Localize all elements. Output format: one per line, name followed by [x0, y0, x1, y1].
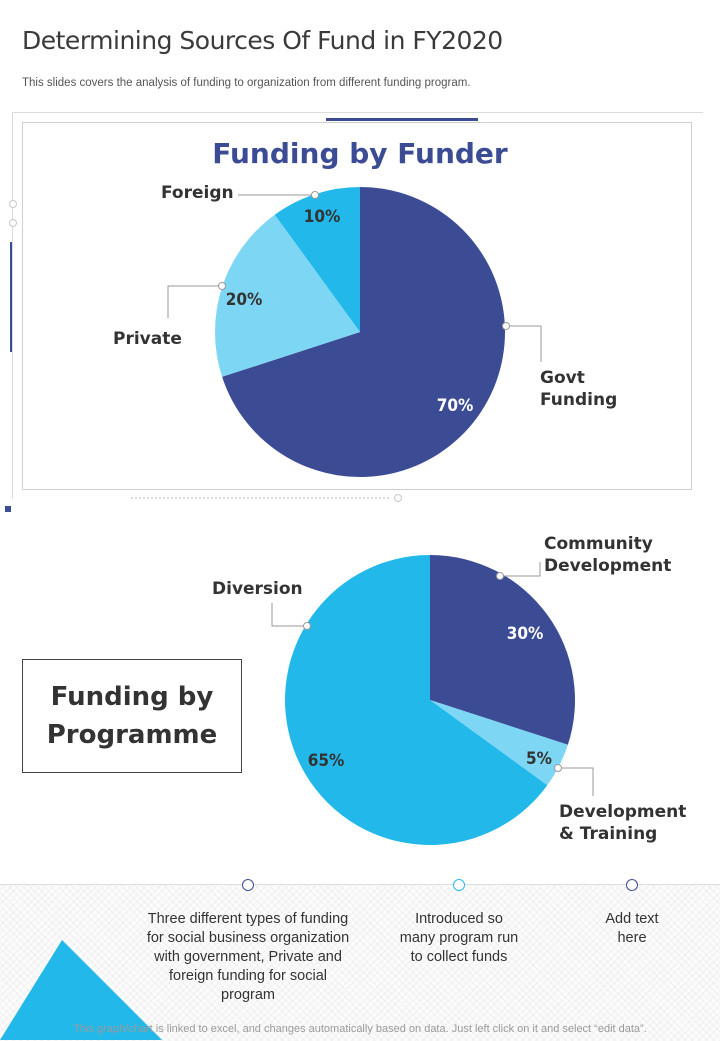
timeline-text: Three different types of funding for soc… [146, 911, 350, 1003]
accent-bar-left [10, 242, 12, 352]
programme-heading-box: Funding by Programme [22, 659, 242, 773]
decorative-dot [394, 494, 402, 502]
accent-square [5, 506, 11, 512]
programme-leader-dot [496, 572, 504, 580]
programme-slice-label: Community Development [544, 534, 671, 576]
decorative-frame-outer [12, 112, 703, 499]
funder-value-label: 70% [437, 396, 474, 416]
funder-slice [214, 214, 360, 377]
programme-leader-dot [554, 764, 562, 772]
funder-leader-line [506, 325, 542, 362]
funder-value-label: 10% [304, 207, 341, 227]
accent-bar-top [326, 118, 478, 121]
funder-leader-dot [311, 191, 319, 199]
programme-leader-line [558, 767, 594, 796]
programme-slice [430, 555, 575, 745]
timeline-text: Add text here [605, 911, 659, 946]
page-subtitle: This slides covers the analysis of fundi… [22, 77, 471, 89]
programme-leader-line [271, 603, 307, 627]
funder-slice-label: Private [113, 329, 182, 349]
programme-slice [284, 555, 548, 846]
dotted-divider [130, 496, 390, 499]
timeline-dot [626, 879, 638, 891]
timeline-dot [242, 879, 254, 891]
programme-heading-line2: Programme [46, 720, 218, 750]
programme-slice [430, 700, 568, 786]
programme-leader-line [500, 562, 541, 577]
funder-leader-line [167, 285, 222, 318]
funder-leader-dot [218, 282, 226, 290]
programme-value-label: 65% [308, 751, 345, 771]
decorative-dot [9, 219, 17, 227]
programme-leader-dot [303, 622, 311, 630]
funder-slice [222, 187, 505, 477]
timeline-text: Introduced so many program run to collec… [399, 911, 519, 965]
programme-slice-label: Development & Training [559, 802, 686, 844]
footer-note: This graph/chart is linked to excel, and… [73, 1023, 647, 1035]
funder-slice-label: Govt Funding [540, 368, 617, 410]
funder-leader-dot [502, 322, 510, 330]
programme-heading-line1: Funding by [50, 682, 214, 712]
decorative-dot [9, 200, 17, 208]
page-title: Determining Sources Of Fund in FY2020 [22, 26, 503, 55]
funder-chart-title: Funding by Funder [212, 137, 508, 170]
programme-value-label: 5% [526, 749, 552, 769]
funder-slice-label: Foreign [161, 183, 234, 203]
programme-slice-label: Diversion [212, 579, 303, 599]
programme-value-label: 30% [507, 624, 544, 644]
funder-slice [274, 187, 360, 332]
timeline-dot [453, 879, 465, 891]
funder-value-label: 20% [226, 290, 263, 310]
decorative-triangle [0, 940, 162, 1040]
charts-canvas: Funding by Funder 70% Govt Funding 20% Privat… [113, 137, 686, 846]
